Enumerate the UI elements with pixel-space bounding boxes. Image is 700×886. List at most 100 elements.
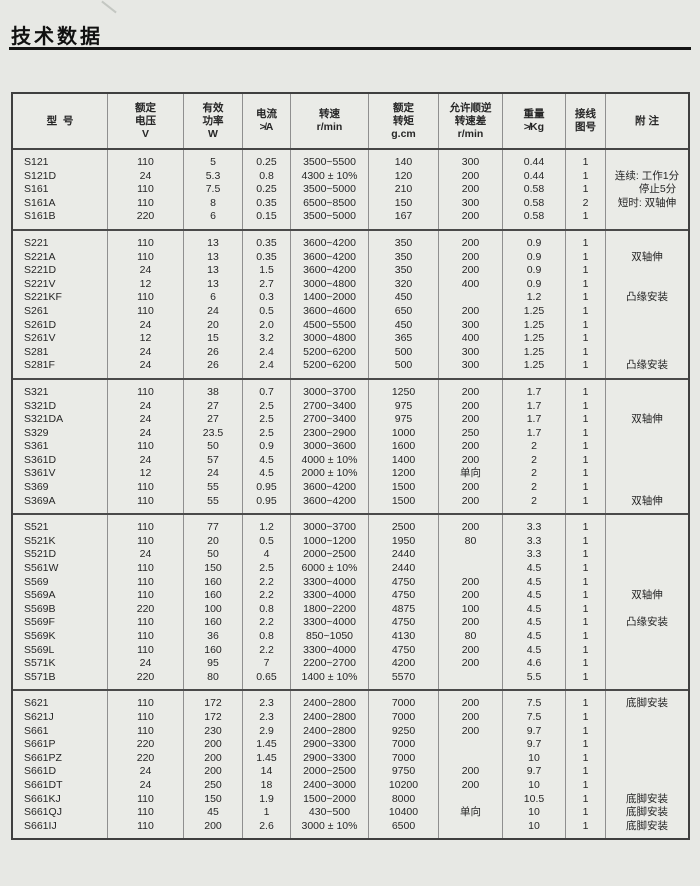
power-cell: 200 — [204, 765, 222, 778]
voltage-cell: 110 — [137, 156, 154, 168]
current-cell: 2.3 — [259, 710, 274, 723]
model-cell: S621J — [24, 710, 54, 723]
column-voltage: 110 24 110 110 220 — [108, 150, 184, 229]
model-cell: S569 — [24, 575, 49, 588]
voltage-cell: 24 — [139, 778, 152, 791]
column-voltage: 110 110 24 12 110 110 24 12 24 24 — [108, 230, 184, 378]
model-cell: S361 — [24, 440, 49, 453]
voltage-cell: 110 — [137, 643, 154, 656]
model-cell: S621 — [24, 697, 49, 710]
torque-cell: 1600 — [391, 440, 416, 453]
current-cell: 0.35 — [256, 196, 277, 209]
voltage-cell: 220 — [136, 602, 155, 615]
notes-cell — [606, 264, 688, 278]
torque-cell: 975 — [394, 413, 413, 426]
current-cell: 0.8 — [259, 602, 274, 615]
current-cell: 0.8 — [259, 630, 274, 642]
weight-cell: 10 — [528, 778, 540, 791]
torque-cell: 350 — [394, 264, 413, 277]
torque-cell: 1000 — [391, 426, 416, 439]
model-cell: S329 — [24, 426, 49, 439]
current-cell: 1.45 — [256, 751, 277, 764]
speed-cell: 2900~3300 — [303, 751, 356, 764]
header-current: 电流 ≯A — [243, 94, 291, 148]
diagram-no-cell: 1 — [582, 467, 589, 480]
power-cell: 45 — [207, 806, 219, 819]
voltage-cell: 220 — [136, 210, 155, 223]
torque-cell: 7000 — [391, 697, 416, 710]
voltage-cell: 220 — [136, 670, 155, 683]
voltage-cell: 110 — [137, 630, 154, 642]
speed-cell: 3000~3600 — [303, 440, 356, 453]
torque-cell: 10400 — [388, 806, 419, 819]
speed-cell: 2700~3400 — [303, 413, 356, 426]
model-cell: S369 — [24, 481, 49, 494]
power-cell: 250 — [204, 778, 222, 791]
model-cell: S661 — [24, 724, 49, 737]
torque-cell: 7000 — [391, 738, 416, 751]
speed-cell: 3000~3700 — [303, 521, 356, 534]
speed-cell: 1800~2200 — [303, 602, 356, 615]
speed-cell: 6500~8500 — [303, 196, 356, 209]
voltage-cell: 24 — [139, 453, 152, 466]
diagram-no-cell: 1 — [582, 765, 589, 778]
speed-diff-cell: 200 — [461, 521, 480, 534]
speed-diff-cell — [439, 752, 502, 766]
speed-cell: 2900~3300 — [303, 738, 356, 751]
speed-diff-cell: 200 — [461, 494, 480, 507]
current-cell: 0.25 — [256, 156, 277, 168]
torque-cell: 10200 — [388, 778, 419, 791]
voltage-cell: 12 — [139, 277, 152, 290]
table-group-1: S121 S121D S161 S161A S161B 110 24 110 110 220 5 5.… — [13, 150, 688, 231]
current-cell: 0.65 — [256, 670, 277, 683]
speed-diff-cell — [439, 562, 502, 576]
column-notes: 底脚安装 底脚安装 底脚安装 底脚安装 — [606, 691, 688, 838]
diagram-no-cell: 1 — [582, 250, 589, 263]
column-voltage: 110 110 110 220 220 24 24 110 110 110 — [108, 691, 184, 839]
notes-cell: 双轴伸 — [631, 413, 663, 426]
speed-cell: 3600~4200 — [303, 494, 356, 507]
header-power: 有效 功率 W — [184, 94, 243, 148]
header-voltage-line: V — [141, 127, 149, 140]
speed-diff-cell: 300 — [461, 359, 480, 372]
model-cell: S569B — [24, 602, 56, 615]
weight-cell: 4.5 — [526, 589, 542, 602]
voltage-cell: 24 — [139, 318, 152, 331]
notes-cell — [606, 305, 688, 319]
speed-diff-cell: 200 — [461, 236, 480, 249]
diagram-no-cell: 1 — [582, 183, 589, 196]
model-cell: S661IJ — [24, 819, 57, 832]
model-cell: S571K — [24, 657, 56, 670]
header-voltage-line: 额定 — [135, 101, 156, 114]
power-cell: 160 — [204, 643, 222, 656]
voltage-cell: 24 — [139, 345, 152, 358]
speed-cell: 3600~4600 — [303, 304, 356, 317]
column-voltage: 110 110 24 110 110 110 220 110 110 110 24 220 — [108, 515, 184, 690]
notes-cell — [606, 562, 688, 576]
model-cell: S661DT — [24, 778, 63, 791]
notes-cell — [606, 400, 688, 414]
voltage-cell: 24 — [139, 264, 152, 277]
voltage-cell: 110 — [137, 792, 154, 805]
speed-cell: 5200~6200 — [303, 345, 356, 358]
model-cell: S121 — [24, 156, 49, 168]
current-cell: 1 — [263, 806, 270, 819]
speed-diff-cell: 300 — [461, 345, 480, 358]
voltage-cell: 110 — [137, 183, 154, 196]
power-cell: 20 — [207, 534, 219, 547]
notes-cell — [606, 779, 688, 793]
torque-cell: 500 — [394, 359, 413, 372]
current-cell: 1.45 — [256, 738, 277, 751]
model-cell: S521 — [24, 521, 49, 534]
notes-cell — [606, 752, 688, 766]
power-cell: 23.5 — [202, 426, 224, 439]
header-torque: 额定 转矩 g.cm — [369, 94, 439, 148]
column-torque: 140 120 210 150 167 — [369, 150, 439, 229]
voltage-cell: 110 — [137, 575, 154, 588]
torque-cell: 8000 — [391, 792, 416, 805]
column-torque: 2500 1950 2440 2440 4750 4750 4875 4750 4130 4750… — [369, 515, 439, 690]
model-cell: S369A — [24, 494, 56, 507]
notes-cell — [606, 521, 688, 535]
